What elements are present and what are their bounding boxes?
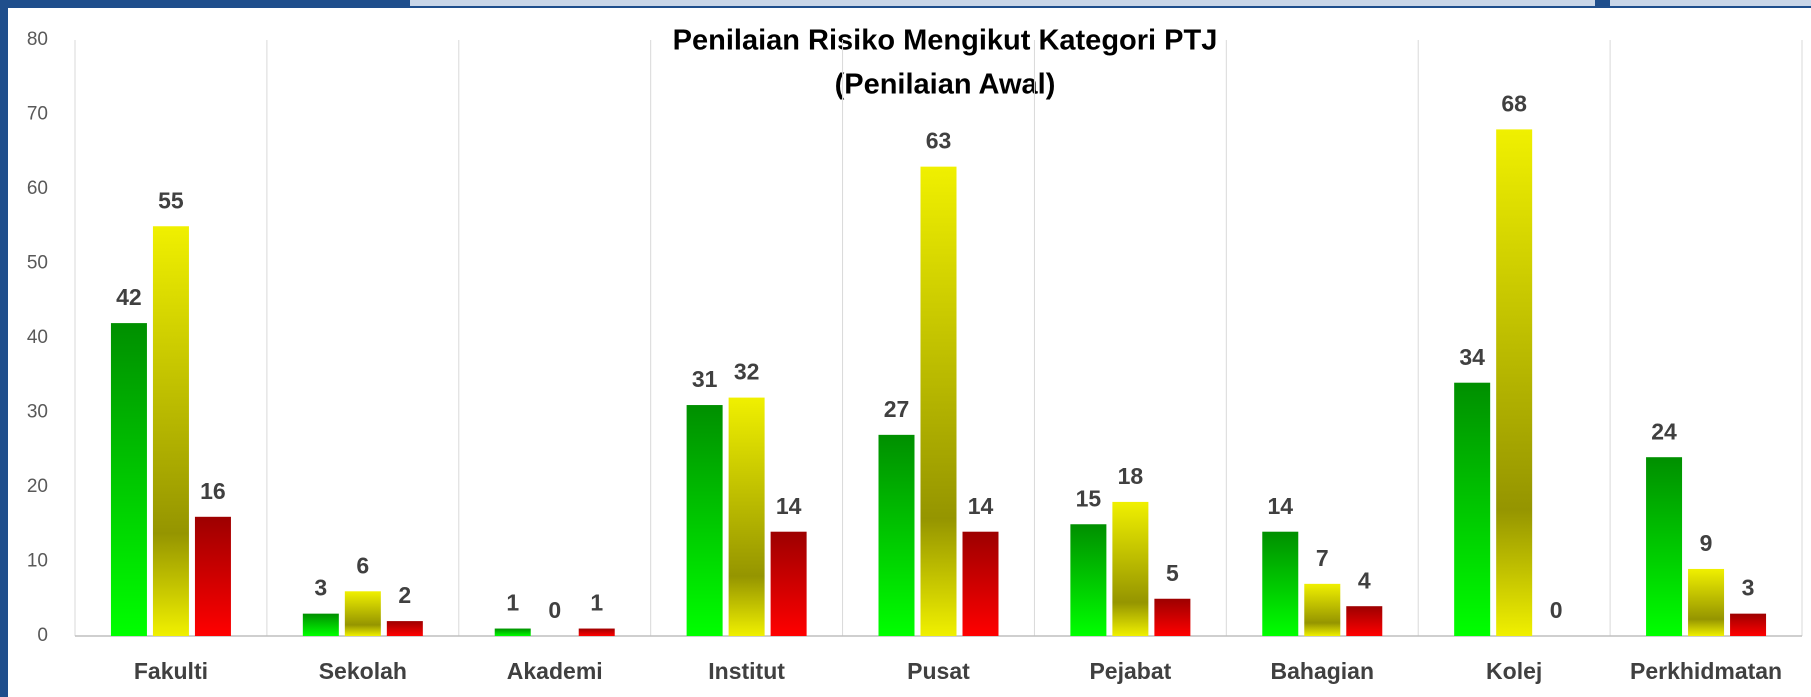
x-tick-label: Kolej bbox=[1486, 658, 1542, 684]
x-tick-label: Perkhidmatan bbox=[1630, 658, 1782, 684]
x-tick-label: Pejabat bbox=[1089, 658, 1171, 684]
top-frame-panel bbox=[1610, 0, 1811, 6]
bar bbox=[686, 405, 723, 636]
bar bbox=[1646, 457, 1683, 636]
y-tick-label: 70 bbox=[27, 104, 48, 125]
data-label: 5 bbox=[1166, 560, 1179, 586]
data-label: 3 bbox=[1742, 575, 1755, 601]
top-frame-panel bbox=[410, 0, 1595, 6]
data-label: 2 bbox=[398, 582, 411, 608]
x-tick-label: Pusat bbox=[907, 658, 970, 684]
bar bbox=[920, 166, 957, 636]
data-label: 63 bbox=[926, 128, 952, 154]
x-tick-label: Institut bbox=[708, 658, 785, 684]
bar bbox=[728, 397, 765, 636]
bar bbox=[194, 516, 231, 636]
x-tick-label: Fakulti bbox=[134, 658, 208, 684]
bar bbox=[878, 434, 915, 636]
data-label: 0 bbox=[548, 597, 561, 623]
data-label: 18 bbox=[1118, 463, 1144, 489]
data-label: 32 bbox=[734, 359, 760, 385]
data-label: 68 bbox=[1501, 90, 1527, 116]
data-label: 14 bbox=[968, 493, 994, 519]
y-tick-label: 50 bbox=[27, 253, 48, 274]
data-label: 3 bbox=[314, 575, 327, 601]
data-label: 24 bbox=[1651, 418, 1677, 444]
chart-subtitle: (Penilaian Awal) bbox=[835, 69, 1056, 101]
bar bbox=[770, 531, 807, 636]
y-tick-label: 0 bbox=[37, 625, 48, 646]
bar bbox=[1688, 568, 1725, 636]
bar bbox=[152, 226, 189, 636]
bar bbox=[1496, 129, 1533, 636]
bar bbox=[494, 628, 531, 636]
data-label: 7 bbox=[1316, 545, 1329, 571]
data-label: 31 bbox=[692, 366, 718, 392]
bar bbox=[386, 621, 423, 636]
y-tick-label: 30 bbox=[27, 402, 48, 423]
x-tick-label: Akademi bbox=[507, 658, 603, 684]
data-label: 27 bbox=[884, 396, 910, 422]
x-tick-label: Bahagian bbox=[1271, 658, 1375, 684]
data-label: 4 bbox=[1358, 567, 1371, 593]
data-label: 14 bbox=[1267, 493, 1293, 519]
bar bbox=[1304, 583, 1341, 636]
data-label: 9 bbox=[1700, 530, 1713, 556]
data-label: 34 bbox=[1459, 344, 1485, 370]
data-label: 55 bbox=[158, 187, 184, 213]
y-tick-label: 20 bbox=[27, 476, 48, 497]
bar bbox=[1454, 382, 1491, 636]
data-label: 1 bbox=[506, 590, 519, 616]
data-label: 42 bbox=[116, 284, 142, 310]
data-label: 1 bbox=[590, 590, 603, 616]
x-tick-label: Sekolah bbox=[319, 658, 407, 684]
left-frame bbox=[0, 0, 8, 697]
data-label: 14 bbox=[776, 493, 802, 519]
bar bbox=[962, 531, 999, 636]
chart-title: Penilaian Risiko Mengikut Kategori PTJ bbox=[673, 25, 1218, 57]
bar bbox=[1154, 598, 1191, 636]
bar bbox=[1262, 531, 1299, 636]
data-label: 16 bbox=[200, 478, 226, 504]
y-tick-label: 40 bbox=[27, 327, 48, 348]
bar bbox=[110, 323, 147, 636]
data-label: 15 bbox=[1076, 485, 1102, 511]
data-label: 6 bbox=[356, 552, 369, 578]
bar bbox=[1730, 613, 1767, 636]
y-tick-label: 80 bbox=[27, 29, 48, 50]
bar bbox=[302, 613, 339, 636]
bar bbox=[1070, 524, 1107, 636]
data-label: 0 bbox=[1550, 597, 1563, 623]
bar bbox=[344, 591, 381, 636]
y-tick-label: 10 bbox=[27, 551, 48, 572]
bar bbox=[1346, 606, 1383, 636]
y-tick-label: 60 bbox=[27, 178, 48, 199]
bar bbox=[578, 628, 615, 636]
bar bbox=[1112, 501, 1149, 636]
